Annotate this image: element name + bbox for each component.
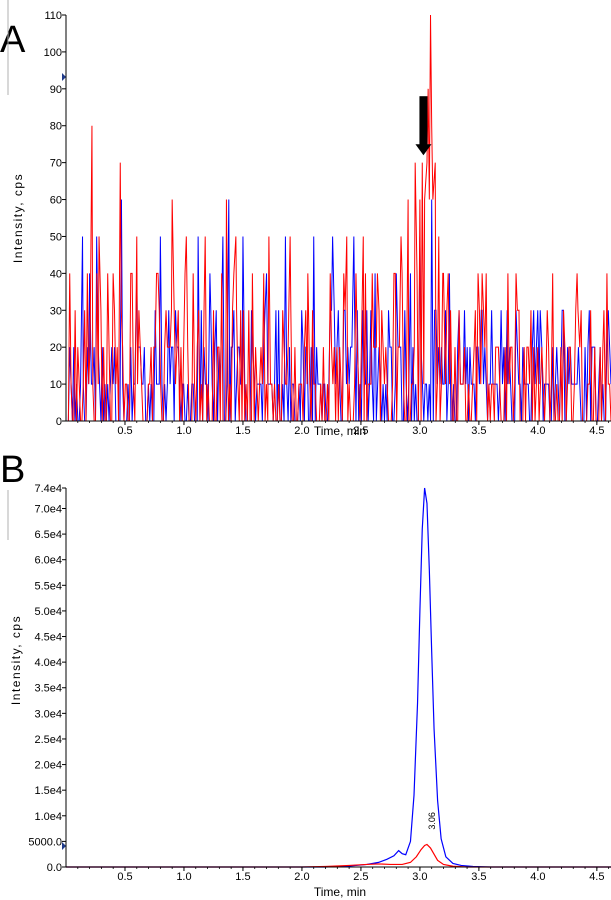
panel-b-y-ticks: 0.0 5000.0 1.0e4 1.5e4 2.0e4 2.5e4 3.0e4 3.5e4 4… — [28, 483, 66, 874]
y-tick-label: 1.0e4 — [34, 811, 62, 823]
x-tick-label: 2.5 — [353, 425, 368, 437]
y-tick-label: 5.5e4 — [34, 580, 62, 592]
y-tick-label: 6.0e4 — [34, 555, 62, 567]
panel-b-annotations: 3.06 — [427, 812, 437, 830]
panel-a-annotations — [415, 96, 432, 156]
y-tick-label: 40 — [50, 268, 62, 280]
y-tick-label: 0 — [56, 416, 62, 428]
x-tick-label: 1.0 — [176, 425, 191, 437]
panel-a-y-axis-title: Intensity, cps — [11, 173, 25, 263]
panel-b-traces — [66, 487, 611, 868]
y-tick-label: 90 — [50, 84, 62, 96]
y-tick-label: 30 — [50, 305, 62, 317]
trace-blue-trace — [66, 487, 611, 868]
panel-a-x-ticks: 0.5 1.0 1.5 2.0 2.5 3.0 3.5 4.0 4.5 — [77, 421, 610, 437]
x-tick-label: 2.5 — [353, 871, 368, 883]
x-tick-label: 4.5 — [589, 871, 604, 883]
y-tick-label: 5000.0 — [28, 836, 62, 848]
panel-a-y-ticks: 0 10 20 30 40 50 60 70 80 90 100 110 — [44, 10, 66, 428]
y-tick-label: 80 — [50, 121, 62, 133]
x-tick-label: 3.5 — [471, 425, 486, 437]
x-tick-label: 3.0 — [412, 871, 427, 883]
y-tick-label: 3.5e4 — [34, 683, 62, 695]
panel-a-x-axis-title: Time, min — [314, 424, 366, 438]
y-tick-label: 10 — [50, 379, 62, 391]
trace-blue-trace — [67, 199, 611, 422]
x-tick-label: 3.0 — [412, 425, 427, 437]
y-tick-label: 3.0e4 — [34, 708, 62, 720]
y-tick-label: 7.0e4 — [34, 503, 62, 515]
y-tick-label: 4.0e4 — [34, 657, 62, 669]
trace-red-trace — [67, 14, 611, 422]
x-tick-label: 1.5 — [235, 425, 250, 437]
panel-b-cursor-marker — [62, 842, 66, 850]
panel-b-x-axis-title: Time, min — [314, 885, 366, 899]
x-tick-label: 0.5 — [117, 425, 132, 437]
trace-red-trace — [66, 843, 611, 868]
panel-b-x-ticks: 0.5 1.0 1.5 2.0 2.5 3.0 3.5 4.0 4.5 — [77, 867, 610, 883]
panel-a-cursor-marker — [62, 73, 66, 81]
y-tick-label: 2.5e4 — [34, 734, 62, 746]
y-tick-label: 20 — [50, 342, 62, 354]
y-tick-label: 5.0e4 — [34, 606, 62, 618]
y-tick-label: 50 — [50, 231, 62, 243]
y-tick-label: 6.5e4 — [34, 529, 62, 541]
panel-b: B 3.06 0.5 1.0 1.5 2.0 2.5 3.0 3.5 4.0 4.5 0.0 50… — [0, 449, 611, 899]
panel-a: A 0.5 1.0 1.5 2.0 2.5 3.0 3.5 4.0 4.5 0 10 20 30 40 5… — [0, 0, 611, 438]
arrow-head-icon — [415, 144, 432, 156]
y-tick-label: 60 — [50, 195, 62, 207]
y-tick-label: 0.0 — [47, 862, 62, 874]
x-tick-label: 0.5 — [117, 871, 132, 883]
x-tick-label: 1.5 — [235, 871, 250, 883]
y-tick-label: 4.5e4 — [34, 632, 62, 644]
peak-retention-label: 3.06 — [427, 812, 437, 830]
x-tick-label: 2.0 — [294, 871, 309, 883]
y-tick-label: 100 — [44, 47, 62, 59]
x-tick-label: 4.0 — [530, 871, 545, 883]
x-tick-label: 4.5 — [589, 425, 604, 437]
y-tick-label: 1.5e4 — [34, 785, 62, 797]
y-tick-label: 7.4e4 — [34, 483, 62, 495]
y-tick-label: 110 — [44, 10, 62, 22]
x-tick-label: 4.0 — [530, 425, 545, 437]
y-tick-label: 2.0e4 — [34, 760, 62, 772]
panel-a-letter: A — [0, 19, 26, 61]
x-tick-label: 3.5 — [471, 871, 486, 883]
x-tick-label: 2.0 — [294, 425, 309, 437]
panel-b-letter: B — [0, 449, 25, 491]
panel-b-y-axis-title: Intensity, cps — [9, 615, 23, 705]
panel-a-traces — [67, 14, 611, 422]
y-tick-label: 70 — [50, 158, 62, 170]
x-tick-label: 1.0 — [176, 871, 191, 883]
arrow-shaft — [419, 96, 428, 146]
